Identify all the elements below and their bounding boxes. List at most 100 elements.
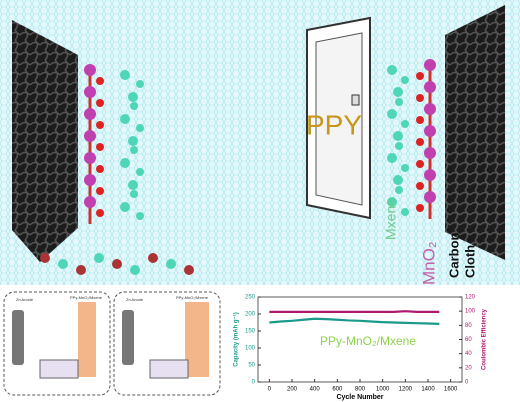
o-atom bbox=[416, 94, 424, 102]
x-tick-label: 600 bbox=[332, 387, 343, 393]
carbon-cloth-left bbox=[12, 20, 78, 262]
mn-atom bbox=[84, 152, 96, 164]
zn-anode bbox=[122, 310, 134, 365]
cloth-label: Carbon bbox=[446, 232, 461, 278]
c-atom bbox=[128, 180, 138, 190]
c-atom bbox=[393, 87, 403, 97]
mn-atom bbox=[84, 108, 96, 120]
y-tick-label: 200 bbox=[245, 312, 256, 318]
y2-tick-label: 40 bbox=[465, 351, 472, 357]
carbon-cloth-right bbox=[445, 5, 505, 260]
mno2-layer-left bbox=[40, 64, 194, 275]
c-atom bbox=[136, 80, 144, 88]
o-atom bbox=[96, 77, 104, 85]
o-atom bbox=[96, 165, 104, 173]
c-atom bbox=[393, 175, 403, 185]
mn-atom bbox=[84, 130, 96, 142]
anode-label: Zn Anode bbox=[126, 297, 144, 302]
cathode-label: PPy-MnO₂/Mxene bbox=[70, 295, 103, 300]
c-atom bbox=[120, 114, 130, 124]
cathode bbox=[78, 302, 96, 377]
c-atom bbox=[136, 124, 144, 132]
c-atom bbox=[130, 190, 138, 198]
ion bbox=[58, 259, 68, 269]
ion bbox=[112, 259, 122, 269]
y-tick-label: 150 bbox=[245, 329, 256, 335]
inset bbox=[149, 359, 189, 379]
c-atom bbox=[130, 102, 138, 110]
zn-anode bbox=[12, 310, 24, 365]
series-line bbox=[269, 317, 440, 325]
ion bbox=[94, 253, 104, 263]
x-tick-label: 1400 bbox=[421, 387, 435, 393]
c-atom bbox=[120, 158, 130, 168]
c-atom bbox=[395, 142, 403, 150]
x-tick-label: 1200 bbox=[399, 387, 413, 393]
y2-tick-label: 60 bbox=[465, 337, 472, 343]
hex-pattern bbox=[0, 0, 520, 285]
c-atom bbox=[120, 202, 130, 212]
o-atom bbox=[416, 72, 424, 80]
mn-atom bbox=[84, 86, 96, 98]
y-axis-label: Capacity (mAh g⁻¹) bbox=[233, 312, 240, 367]
o-atom bbox=[416, 204, 424, 212]
x-tick-label: 0 bbox=[268, 387, 272, 393]
cathode bbox=[185, 302, 209, 377]
mn-atom bbox=[424, 191, 436, 203]
c-atom bbox=[387, 153, 397, 163]
o-atom bbox=[96, 99, 104, 107]
y2-axis-label: Coulombic Efficiency bbox=[482, 308, 488, 370]
chart-title: PPy-MnO₂/Mxene bbox=[320, 334, 416, 348]
y2-tick-label: 120 bbox=[465, 295, 476, 301]
c-atom bbox=[128, 136, 138, 146]
ion bbox=[130, 265, 140, 275]
series-line bbox=[269, 310, 440, 313]
mn-atom bbox=[424, 59, 436, 71]
c-atom bbox=[401, 76, 409, 84]
x-tick-label: 400 bbox=[310, 387, 321, 393]
door-glass bbox=[315, 32, 363, 206]
mn-atom bbox=[424, 147, 436, 159]
mn-atom bbox=[84, 196, 96, 208]
o-atom bbox=[416, 138, 424, 146]
anode-label: Zn Anode bbox=[16, 297, 34, 302]
c-atom bbox=[128, 92, 138, 102]
c-atom bbox=[387, 65, 397, 75]
c-atom bbox=[395, 98, 403, 106]
o-atom bbox=[416, 182, 424, 190]
y-tick-label: 250 bbox=[245, 295, 256, 301]
x-tick-label: 1000 bbox=[376, 387, 390, 393]
door-handle bbox=[351, 94, 360, 106]
y-tick-label: 100 bbox=[245, 346, 256, 352]
o-atom bbox=[416, 160, 424, 168]
ppy-label: PPY bbox=[306, 109, 362, 140]
x-tick-label: 800 bbox=[355, 387, 366, 393]
c-atom bbox=[387, 109, 397, 119]
mn-atom bbox=[424, 125, 436, 137]
mno2-label: MnO₂ bbox=[419, 242, 438, 285]
mn-atom bbox=[424, 169, 436, 181]
cathode-label: PPy-MnO₂/Mxene bbox=[176, 295, 209, 300]
o-atom bbox=[96, 187, 104, 195]
c-atom bbox=[130, 146, 138, 154]
mn-atom bbox=[424, 103, 436, 115]
c-atom bbox=[401, 120, 409, 128]
ion bbox=[184, 265, 194, 275]
cloth-label: Cloth bbox=[462, 245, 477, 278]
x-tick-label: 200 bbox=[287, 387, 298, 393]
c-atom bbox=[395, 186, 403, 194]
ion bbox=[76, 265, 86, 275]
o-atom bbox=[96, 121, 104, 129]
c-atom bbox=[120, 70, 130, 80]
o-atom bbox=[416, 116, 424, 124]
mn-atom bbox=[424, 81, 436, 93]
mxene-label: Mxene bbox=[383, 198, 399, 240]
y2-tick-label: 20 bbox=[465, 365, 472, 371]
mn-atom bbox=[84, 64, 96, 76]
ion bbox=[148, 253, 158, 263]
inset bbox=[39, 359, 79, 379]
y2-tick-label: 0 bbox=[465, 380, 469, 386]
door bbox=[306, 16, 371, 220]
cycling-chart: 0 200 400 600 800 1000 1200 1400 160005010015020… bbox=[233, 295, 488, 401]
